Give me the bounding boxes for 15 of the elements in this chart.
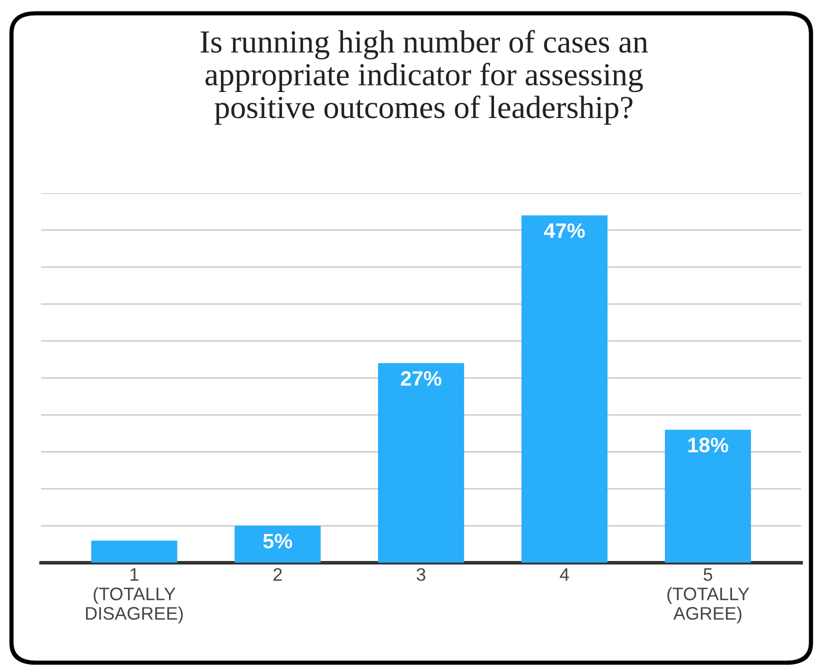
bar	[521, 215, 608, 563]
bar	[378, 363, 464, 563]
data-label: 47%	[544, 223, 585, 238]
x-tick-label: 5 (TOTALLY AGREE)	[667, 568, 750, 624]
x-tick-label: 1 (TOTALLY DISAGREE)	[86, 568, 183, 624]
data-label: 5%	[263, 534, 292, 548]
bar	[664, 430, 751, 563]
bar	[91, 540, 178, 563]
data-label: 27%	[400, 371, 442, 386]
x-tick-label: 4	[560, 568, 569, 581]
chart-title: Is running high number of cases an appropriate indicator for assessing positive outcomes of leadership?	[200, 30, 648, 125]
bar	[234, 526, 321, 563]
data-label: 18%	[688, 438, 728, 452]
x-tick-label: 3	[416, 568, 426, 581]
x-tick-label: 2	[274, 568, 282, 581]
